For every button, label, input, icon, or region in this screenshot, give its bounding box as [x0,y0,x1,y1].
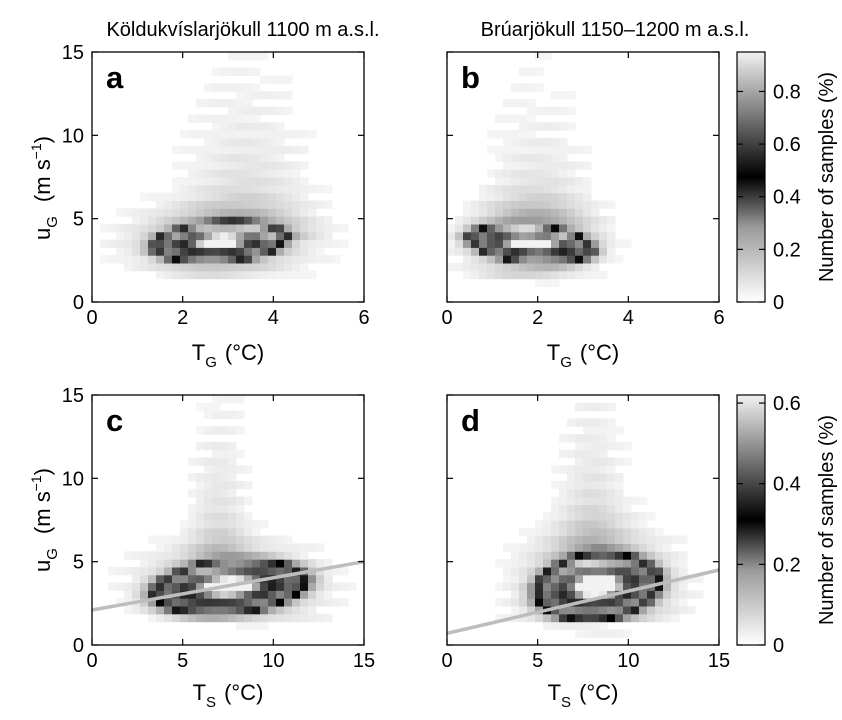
colorbar-bottom: 0 0.2 0.4 0.6 Number of samples (%) [736,393,838,657]
colorbar-top: 0 0.2 0.4 0.6 0.8 Number of samples (%) [736,51,838,314]
xtick-label-b: 6 [713,307,724,329]
ytick-label-a: 0 [73,292,84,314]
xlabel-d: TS (°C) [548,680,619,711]
ytick-label-c: 15 [62,385,84,407]
xtick-label-a: 4 [268,307,279,329]
xtick-label-a: 2 [177,307,188,329]
xtick-label-d: 10 [617,650,639,672]
ytick-label-c: 5 [73,552,84,574]
title-b: Brúarjökull 1150–1200 m a.s.l. [481,19,750,41]
heatmap-cells-d [495,402,704,638]
panel-letter-c: c [106,403,123,438]
panel-letter-b: b [461,60,480,95]
panel-letter-d: d [461,403,480,438]
heatmap-cells-c [108,395,357,630]
colorbar-tick-label: 0.2 [773,239,801,261]
colorbar-tick-label: 0.8 [773,81,801,103]
panel-a: 0 2 4 6 0 5 10 15 a [62,42,370,329]
xtick-label-a: 6 [358,307,369,329]
ytick-label-a: 15 [62,42,84,64]
ylabel-bottom: uG(m s−1) [28,468,61,572]
axes-frame-c [91,394,365,646]
axes-frame-d [446,394,720,646]
axes-frame-a [91,51,365,303]
colorbar-top-label: Number of samples (%) [816,72,838,282]
xtick-label-d: 5 [532,650,543,672]
svg-text:uG(m s−1): uG(m s−1) [28,136,61,240]
xtick-label-b: 4 [623,307,634,329]
title-a: Köldukvíslarjökull 1100 m a.s.l. [106,19,379,41]
panel-c: 0 5 10 15 0 5 10 15 c [62,385,375,672]
xtick-label-c: 15 [353,650,375,672]
panel-d: 0 5 10 15 d [441,394,730,672]
colorbar-tick-label: 0.4 [773,187,801,209]
xtick-label-c: 5 [177,650,188,672]
colorbar-tick-label: 0 [773,292,784,314]
xlabel-a: TG (°C) [192,340,264,371]
svg-text:uG(m s−1): uG(m s−1) [28,468,61,572]
colorbar-tick-label: 0.6 [773,393,801,415]
ylabel-top: uG(m s−1) [28,136,61,240]
ytick-label-c: 0 [73,635,84,657]
xlabel-c: TS (°C) [193,680,264,711]
ytick-label-a: 5 [73,209,84,231]
ytick-label-c: 10 [62,468,84,490]
fit-line-d [446,568,720,636]
xtick-label-c: 0 [86,650,97,672]
panel-letter-a: a [106,60,124,95]
xtick-label-b: 0 [441,307,452,329]
xtick-label-a: 0 [86,307,97,329]
xtick-label-d: 15 [708,650,730,672]
xtick-label-b: 2 [532,307,543,329]
axes-frame-b [446,51,720,303]
colorbar-bottom-label: Number of samples (%) [816,415,838,625]
xlabel-b: TG (°C) [547,340,619,371]
colorbar-tick-label: 0.4 [773,474,801,496]
colorbar-tick-label: 0.6 [773,134,801,156]
panel-b: 0 2 4 6 b [441,51,725,329]
heatmap-cells-a [100,52,349,280]
colorbar-tick-label: 0.2 [773,554,801,576]
heatmap-cells-b [447,52,632,287]
fit-line-c [91,559,365,612]
colorbar-tick-label: 0 [773,635,784,657]
ytick-label-a: 10 [62,125,84,147]
xtick-label-c: 10 [262,650,284,672]
xtick-label-d: 0 [441,650,452,672]
